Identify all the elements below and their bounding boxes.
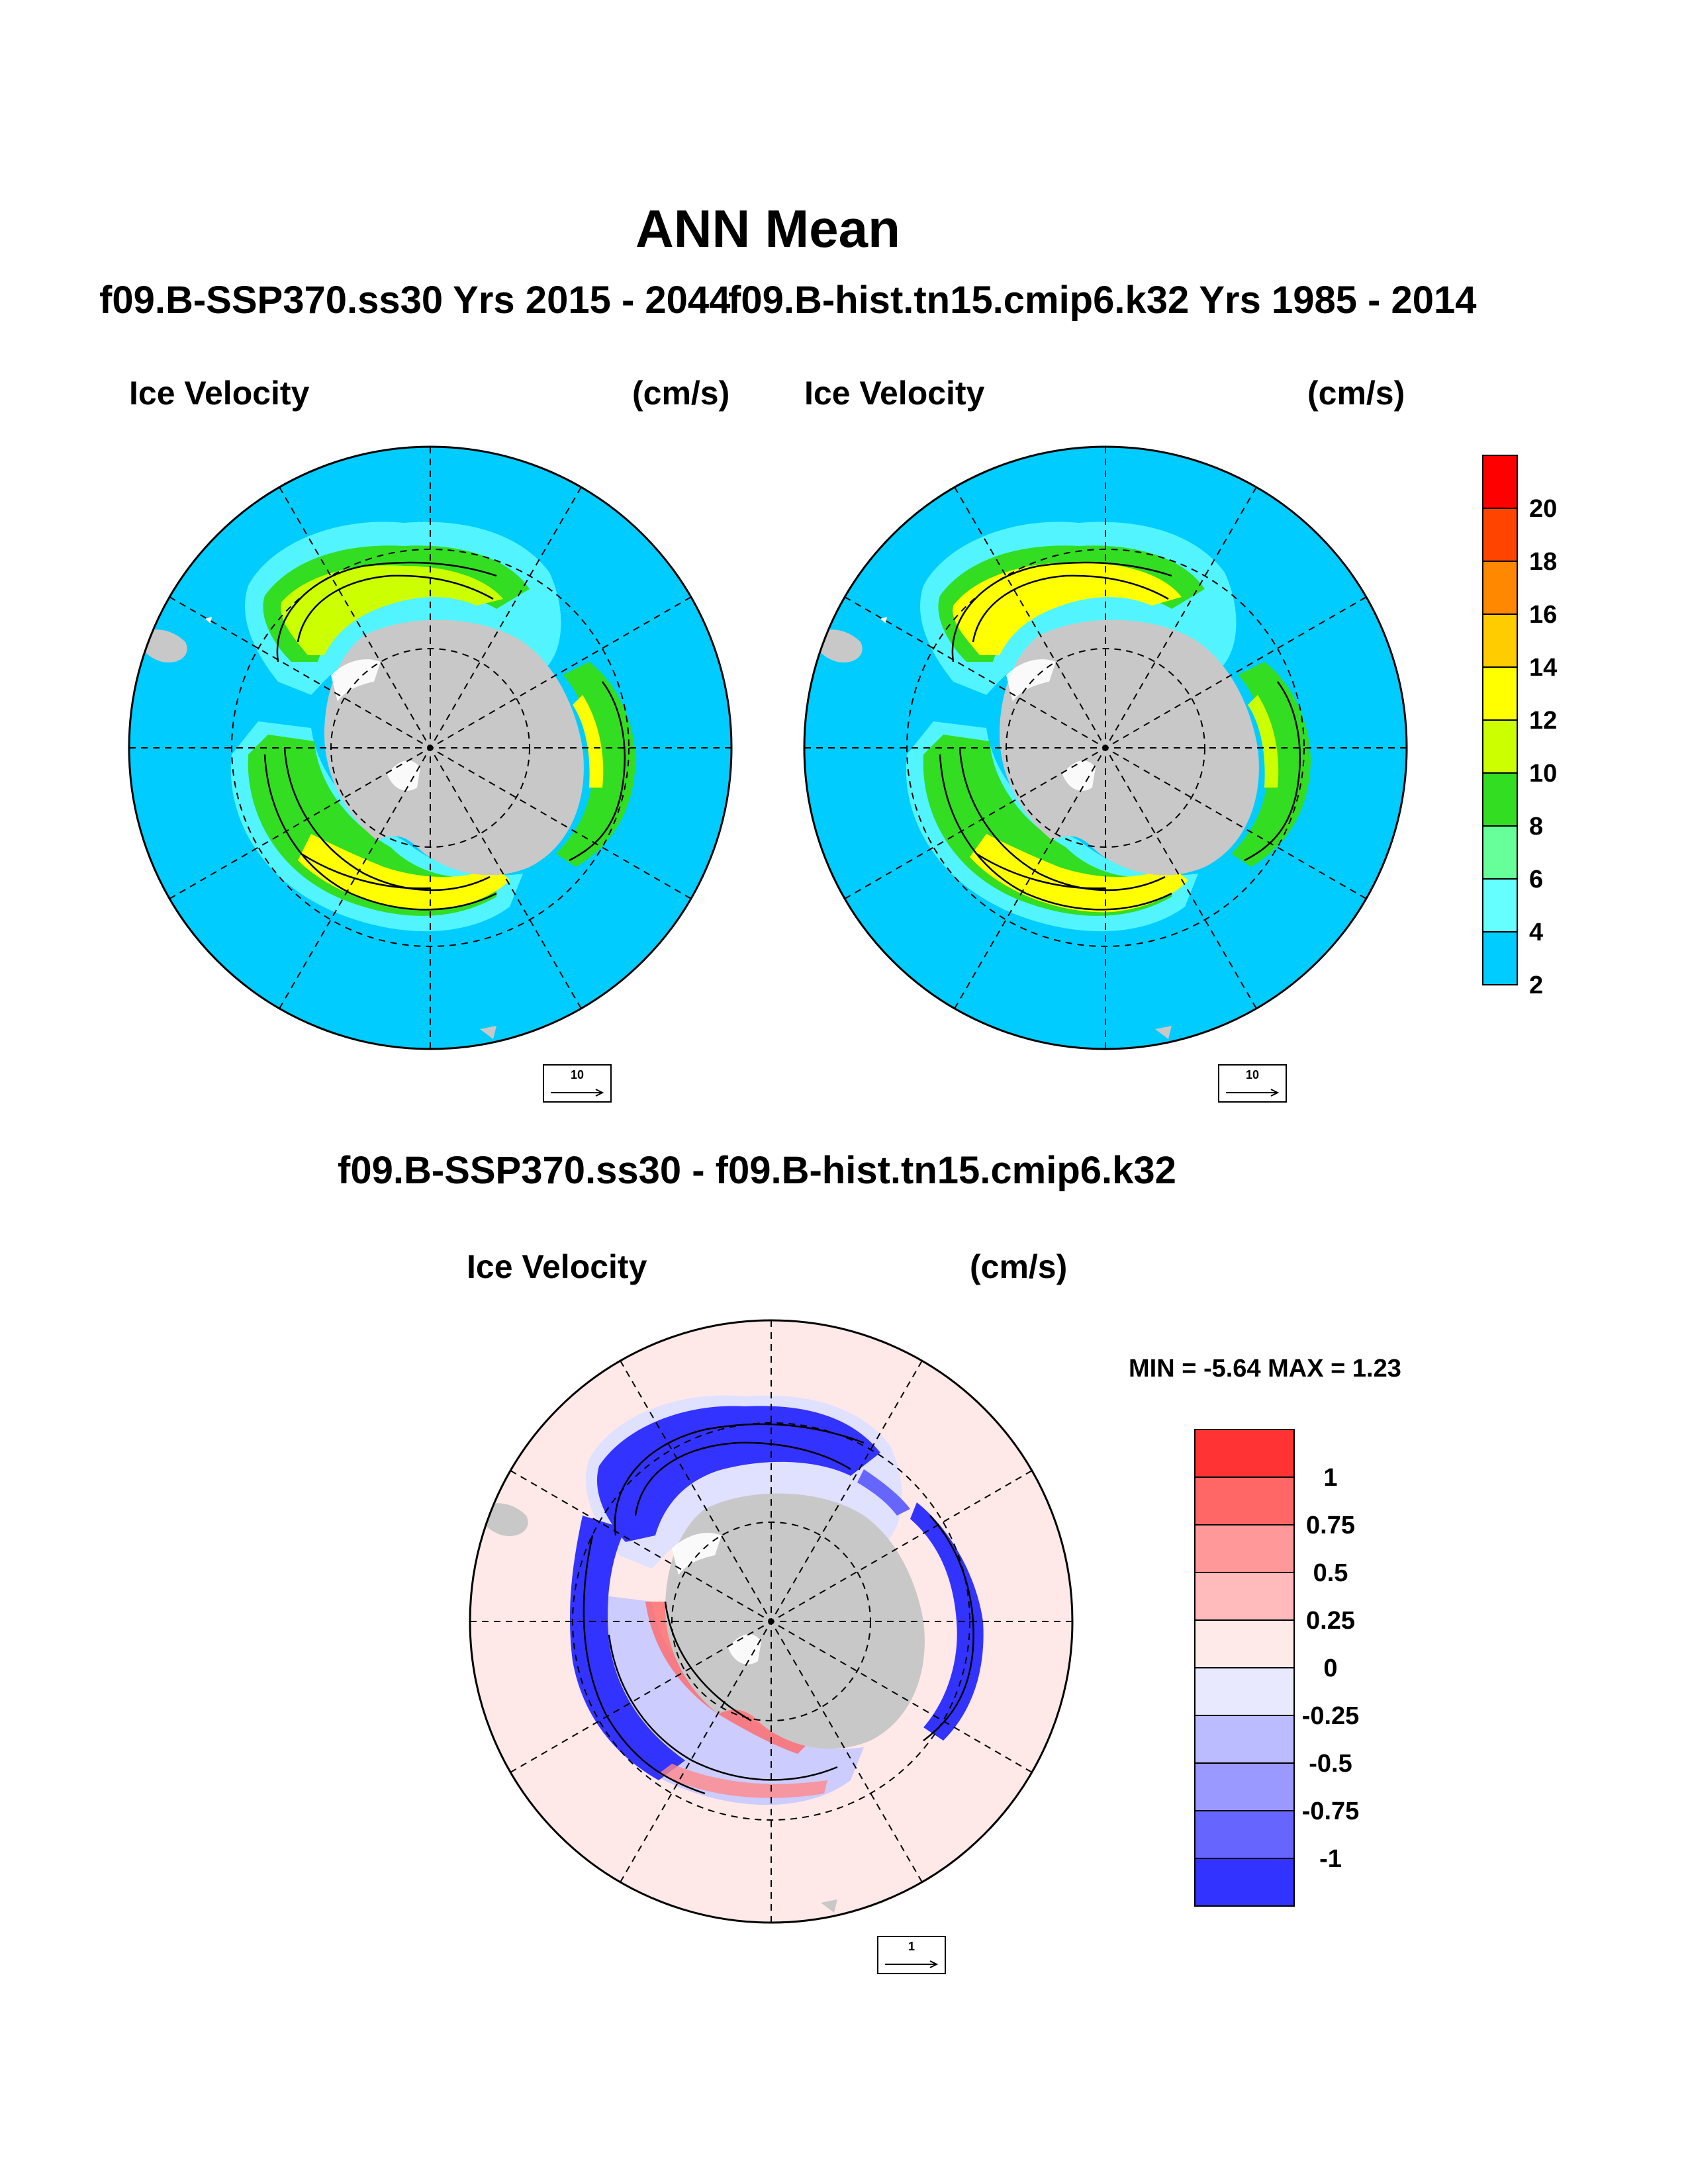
top-colorbar-label: 2: [1529, 972, 1543, 999]
top-colorbar-swatch: [1482, 508, 1518, 562]
diff-colorbar-swatch: [1194, 1715, 1295, 1764]
diff-colorbar-label: -1: [1319, 1845, 1342, 1873]
diff-colorbar-label: 0.25: [1306, 1607, 1355, 1635]
left-units-label: (cm/s): [632, 375, 730, 412]
top-colorbar-label: 16: [1529, 601, 1557, 629]
top-colorbar-label: 8: [1529, 813, 1543, 841]
top-colorbar-swatch: [1482, 614, 1518, 668]
top-colorbar-label: 4: [1529, 919, 1543, 946]
main-title: ANN Mean: [635, 199, 901, 258]
right-variable-label: Ice Velocity: [804, 375, 985, 412]
right-reference-vector-label: 10: [1245, 1068, 1260, 1081]
diff-colorbar-swatch: [1194, 1762, 1295, 1811]
right-units-label: (cm/s): [1307, 375, 1405, 412]
diff-reference-vector: 1: [877, 1936, 946, 1974]
left-reference-vector-label: 10: [570, 1068, 585, 1081]
top-colorbar-label: 20: [1529, 495, 1557, 523]
diff-colorbar-swatch: [1194, 1810, 1295, 1859]
top-colorbar-label: 18: [1529, 548, 1557, 576]
left-variable-label: Ice Velocity: [129, 375, 310, 412]
diff-colorbar-swatch: [1194, 1572, 1295, 1621]
diff-colorbar-swatch: [1194, 1667, 1295, 1716]
diff-colorbar-label: 0.5: [1313, 1559, 1348, 1587]
diff-colorbar-swatch: [1194, 1477, 1295, 1525]
top-colorbar-swatch: [1482, 772, 1518, 827]
diff-colorbar-label: 1: [1323, 1464, 1337, 1492]
right-polar-map: [803, 445, 1408, 1050]
top-colorbar-swatch: [1482, 666, 1518, 721]
arrow-icon: [551, 1089, 604, 1097]
diff-colorbar-swatch: [1194, 1858, 1295, 1907]
top-colorbar-swatch: [1482, 825, 1518, 880]
diff-colorbar-label: -0.75: [1302, 1797, 1360, 1825]
top-colorbar-swatch: [1482, 561, 1518, 615]
diff-colorbar-label: 0: [1323, 1655, 1337, 1682]
diff-reference-vector-label: 1: [908, 1940, 915, 1953]
diff-colorbar-swatch: [1194, 1619, 1295, 1668]
diff-units-label: (cm/s): [970, 1248, 1068, 1285]
diff-colorbar-label: 0.75: [1306, 1512, 1355, 1539]
diff-colorbar-swatch: [1194, 1524, 1295, 1573]
left-reference-vector: 10: [543, 1064, 612, 1103]
right-reference-vector: 10: [1218, 1064, 1287, 1103]
top-colorbar-swatch: [1482, 931, 1518, 985]
min-max-readout: MIN = -5.64 MAX = 1.23: [1129, 1355, 1401, 1383]
top-colorbar-swatch: [1482, 455, 1518, 509]
arrow-icon: [1226, 1089, 1280, 1097]
top-colorbar-swatch: [1482, 719, 1518, 774]
diff-colorbar-label: -0.5: [1309, 1750, 1352, 1778]
top-colorbar-swatch: [1482, 878, 1518, 933]
difference-colorbar: 1 0.75 0.5 0.25 0 -0.25 -0.5 -0.75 -1: [1194, 1429, 1360, 1907]
diff-colorbar-label: -0.25: [1302, 1702, 1360, 1730]
top-colorbar: 20 18 16 14 12 10 8 6 4 2: [1482, 455, 1557, 999]
top-colorbar-label: 6: [1529, 866, 1543, 893]
right-case-title: f09.B-hist.tn15.cmip6.k32 Yrs 1985 - 201…: [728, 279, 1477, 322]
left-polar-map: [128, 445, 733, 1050]
left-case-title: f09.B-SSP370.ss30 Yrs 2015 - 2044: [99, 279, 731, 322]
difference-polar-map: [469, 1319, 1074, 1924]
difference-title: f09.B-SSP370.ss30 - f09.B-hist.tn15.cmip…: [338, 1149, 1176, 1192]
top-colorbar-label: 14: [1529, 654, 1557, 682]
top-colorbar-label: 10: [1529, 760, 1557, 788]
arrow-icon: [885, 1960, 939, 1968]
diff-variable-label: Ice Velocity: [467, 1248, 647, 1285]
diff-colorbar-swatch: [1194, 1429, 1295, 1478]
top-colorbar-label: 12: [1529, 707, 1557, 735]
